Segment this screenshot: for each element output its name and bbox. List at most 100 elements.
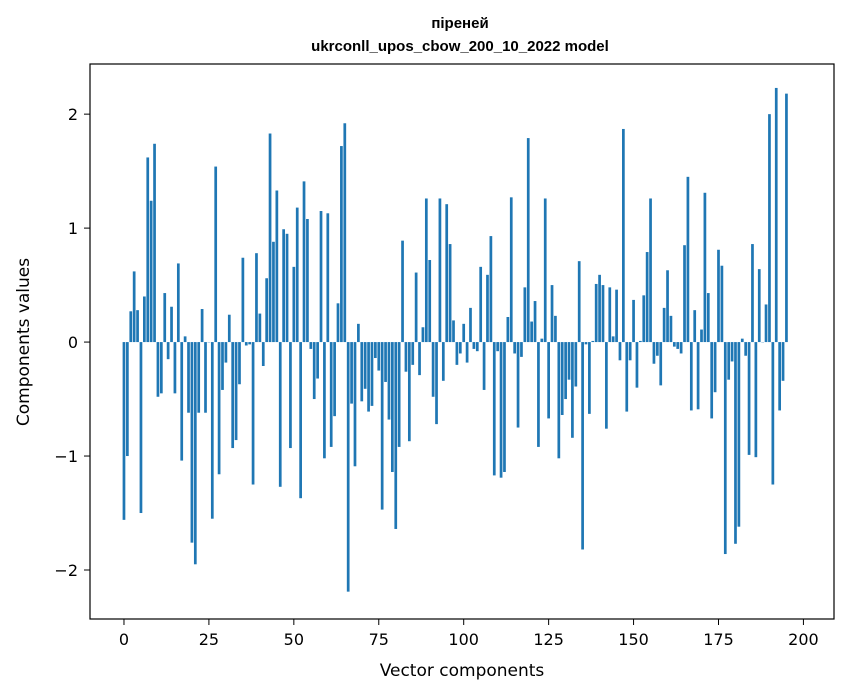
bar-51 <box>295 207 299 343</box>
y-axis-label: Components values <box>14 258 34 426</box>
bar-136 <box>584 342 588 345</box>
bar-167 <box>689 342 693 411</box>
bar-45 <box>275 190 279 343</box>
bar-83 <box>404 342 408 372</box>
bar-94 <box>441 342 445 381</box>
bar-183 <box>744 342 748 356</box>
bar-154 <box>645 252 649 343</box>
bar-21 <box>193 342 197 565</box>
bar-86 <box>414 272 418 343</box>
bar-38 <box>251 342 255 485</box>
bar-66 <box>346 342 350 592</box>
bar-129 <box>560 342 564 416</box>
bar-111 <box>499 342 503 478</box>
bar-104 <box>475 342 479 352</box>
bar-99 <box>458 342 462 354</box>
bar-113 <box>506 316 510 343</box>
bar-163 <box>676 342 680 349</box>
bar-138 <box>591 340 595 343</box>
bar-123 <box>540 338 544 343</box>
bar-172 <box>706 293 710 343</box>
bar-28 <box>217 342 221 475</box>
bar-148 <box>625 342 629 412</box>
bar-108 <box>489 236 493 343</box>
bar-150 <box>632 299 635 343</box>
bar-169 <box>696 342 700 410</box>
bar-79 <box>390 342 394 472</box>
bar-128 <box>557 342 561 459</box>
bar-11 <box>159 342 163 394</box>
bar-12 <box>163 293 167 343</box>
bar-0 <box>122 342 126 520</box>
bars-group <box>122 87 788 592</box>
bar-147 <box>622 128 625 343</box>
bar-103 <box>472 342 476 349</box>
bar-109 <box>492 342 496 476</box>
bar-126 <box>550 285 554 343</box>
bar-145 <box>615 289 618 343</box>
bar-27 <box>214 166 218 343</box>
bar-46 <box>278 342 282 487</box>
bar-158 <box>659 342 663 386</box>
bar-166 <box>686 176 690 343</box>
bar-59 <box>323 342 326 459</box>
bar-18 <box>183 336 187 343</box>
bar-9 <box>153 143 156 343</box>
bar-34 <box>238 342 241 385</box>
bar-89 <box>424 198 428 343</box>
bar-187 <box>757 269 761 343</box>
bar-50 <box>292 266 296 343</box>
bar-91 <box>431 342 435 397</box>
bar-160 <box>666 270 669 343</box>
bar-114 <box>509 197 513 343</box>
bar-35 <box>241 257 245 343</box>
bar-22 <box>197 342 201 413</box>
bar-190 <box>768 114 771 343</box>
bar-98 <box>455 342 459 365</box>
bar-176 <box>720 265 724 343</box>
bar-110 <box>496 342 500 352</box>
bar-132 <box>571 342 574 438</box>
bar-14 <box>170 306 173 343</box>
bar-65 <box>343 123 347 343</box>
bar-178 <box>727 342 731 380</box>
bar-7 <box>146 157 150 343</box>
bar-71 <box>363 342 367 389</box>
bar-170 <box>700 329 703 343</box>
bar-72 <box>367 342 370 412</box>
bar-92 <box>435 342 438 425</box>
bar-88 <box>421 327 425 343</box>
bar-105 <box>479 266 483 343</box>
bar-82 <box>401 240 404 343</box>
bar-171 <box>703 192 707 343</box>
bar-164 <box>679 342 683 354</box>
bar-180 <box>734 342 737 544</box>
plot-frame <box>89 63 835 620</box>
bar-119 <box>526 138 530 343</box>
bar-56 <box>312 342 316 400</box>
bar-26 <box>210 342 214 519</box>
bar-127 <box>554 315 557 343</box>
bar-117 <box>520 342 523 357</box>
bar-3 <box>132 271 136 343</box>
bar-139 <box>594 283 598 343</box>
chart-title-line2: ukrconll_upos_cbow_200_10_2022 model <box>311 38 609 55</box>
x-tick-label: 75 <box>369 630 389 649</box>
bar-30 <box>224 342 228 363</box>
bar-42 <box>265 278 269 343</box>
bar-162 <box>672 342 676 347</box>
bar-124 <box>543 198 547 343</box>
bar-24 <box>204 342 207 413</box>
bar-107 <box>486 274 489 343</box>
x-tick-label: 25 <box>199 630 219 649</box>
bar-101 <box>465 342 469 363</box>
bar-161 <box>669 315 673 343</box>
bar-93 <box>438 198 442 343</box>
bar-90 <box>428 260 432 343</box>
bar-23 <box>200 309 204 343</box>
bar-121 <box>533 301 537 343</box>
bar-156 <box>652 342 656 364</box>
x-tick-label: 200 <box>788 630 819 649</box>
y-tick-label: 0 <box>68 333 78 352</box>
